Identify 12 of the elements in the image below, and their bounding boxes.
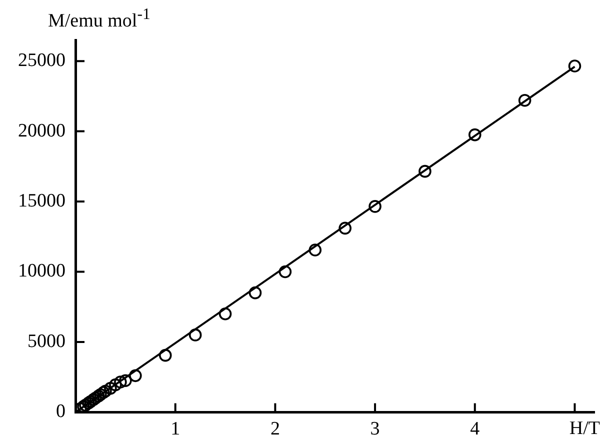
x-tick-label: 1	[170, 418, 180, 440]
x-tick-label: 2	[270, 418, 280, 440]
y-tick-label: 25000	[18, 50, 66, 72]
x-tick-label: 3	[370, 418, 380, 440]
y-tick-label: 5000	[28, 330, 66, 352]
y-tick-label: 0	[56, 401, 66, 422]
x-axis-title: H/T	[569, 418, 600, 440]
y-axis-title: M/emu mol$^{-1}$	[48, 6, 150, 32]
x-tick-label: 4	[470, 418, 480, 440]
y-tick-label: 20000	[18, 120, 66, 142]
y-tick-label: 15000	[18, 190, 66, 212]
y-tick-label: 10000	[18, 260, 66, 282]
